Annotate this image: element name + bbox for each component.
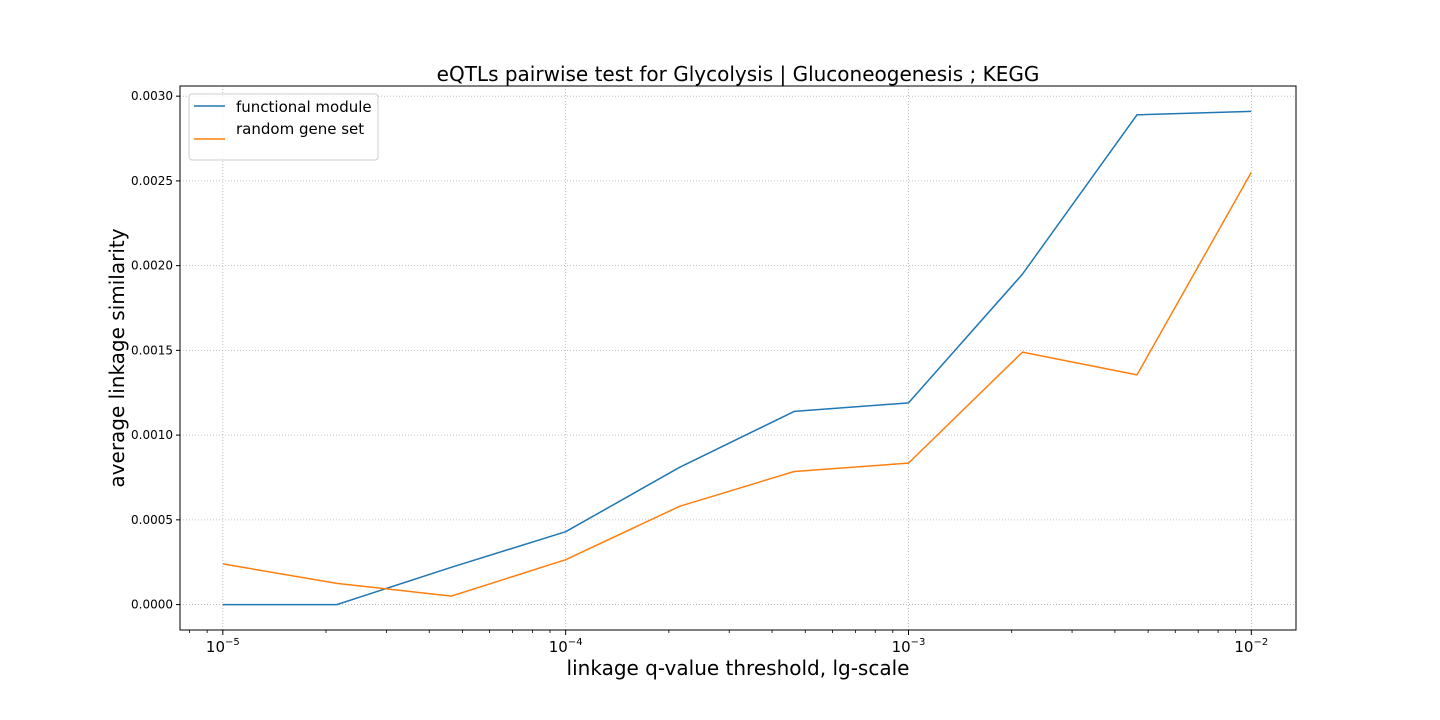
y-tick-label: 0.0025: [131, 174, 173, 188]
y-tick-label: 0.0030: [131, 89, 173, 103]
series-line-functional-module: [222, 110, 1252, 606]
y-tick-label: 0.0005: [131, 513, 173, 527]
y-tick-label: 0.0015: [131, 343, 173, 357]
y-tick-label: 0.0010: [131, 428, 173, 442]
series-line-random-gene-set: [222, 172, 1252, 597]
chart-title: eQTLs pairwise test for Glycolysis | Glu…: [437, 62, 1040, 86]
series-lines: [222, 110, 1252, 606]
y-axis-label: average linkage similarity: [105, 228, 129, 487]
grid: [180, 86, 1296, 630]
axis-ticks: 0.0000 0.0005 0.0010 0.0015 0.0020 0.0025 0.00…: [131, 89, 1268, 656]
x-tick-label: 10−2: [1234, 637, 1268, 656]
x-tick-label: 10−3: [892, 637, 926, 656]
plot-frame: [179, 85, 1297, 631]
legend: functional module random gene set: [188, 93, 379, 161]
legend-box: [188, 93, 379, 161]
x-tick-label: 10−4: [549, 637, 583, 656]
x-axis-label: linkage q-value threshold, lg-scale: [567, 656, 910, 680]
legend-label-random-gene-set: random gene set: [236, 120, 364, 138]
y-tick-label: 0.0020: [131, 259, 173, 273]
x-tick-label: 10−5: [206, 637, 240, 656]
y-tick-label: 0.0000: [131, 598, 173, 612]
legend-label-functional-module: functional module: [236, 98, 372, 116]
